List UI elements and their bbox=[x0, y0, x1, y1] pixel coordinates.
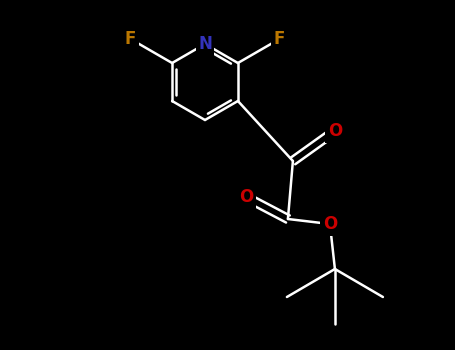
Text: N: N bbox=[198, 35, 212, 53]
Text: O: O bbox=[328, 122, 342, 140]
Text: F: F bbox=[125, 30, 136, 48]
Text: O: O bbox=[239, 188, 253, 206]
Text: O: O bbox=[323, 215, 337, 233]
Text: F: F bbox=[274, 30, 285, 48]
